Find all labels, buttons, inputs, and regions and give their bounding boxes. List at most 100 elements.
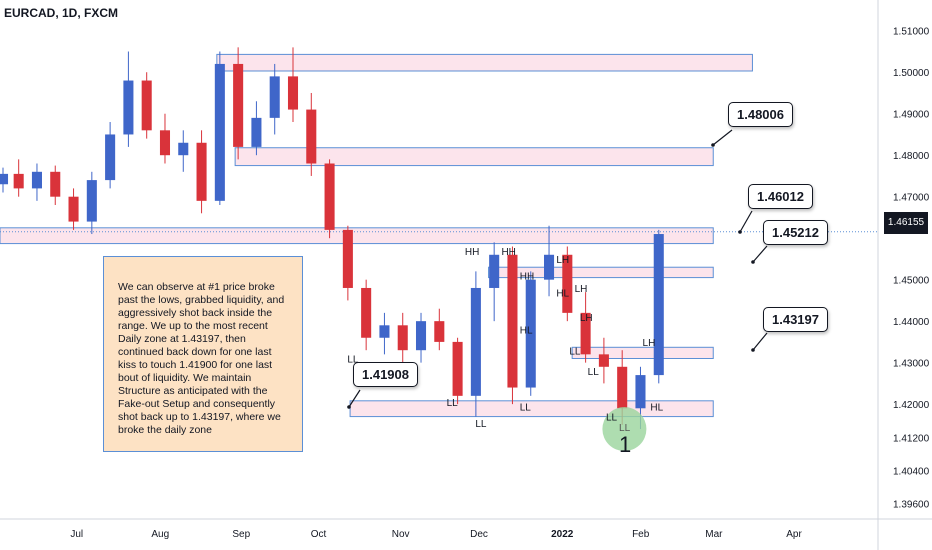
time-axis-label: Oct bbox=[311, 529, 327, 540]
candle-body[interactable] bbox=[68, 196, 79, 222]
callout-41908-pointer bbox=[348, 389, 361, 408]
candle-body[interactable] bbox=[489, 254, 500, 288]
candle-body[interactable] bbox=[141, 80, 152, 131]
price-axis-label: 1.43000 bbox=[893, 359, 930, 370]
candle-body[interactable] bbox=[617, 366, 628, 409]
candle-body[interactable] bbox=[0, 173, 9, 185]
candle-body[interactable] bbox=[397, 325, 408, 351]
swing-label: LH bbox=[575, 284, 588, 295]
callout-43197-pointer-dot bbox=[751, 348, 755, 352]
callout-48006-pointer-dot bbox=[711, 143, 715, 147]
swing-label: LL bbox=[588, 367, 600, 378]
candle-body[interactable] bbox=[269, 76, 280, 118]
candle-body[interactable] bbox=[653, 234, 664, 376]
zone-3[interactable] bbox=[488, 266, 714, 279]
callout-46012[interactable]: 1.46012 bbox=[748, 184, 813, 209]
candle-body[interactable] bbox=[470, 287, 481, 396]
swing-label: LH bbox=[643, 338, 656, 349]
callout-41908-pointer-dot bbox=[347, 405, 351, 409]
candle-body[interactable] bbox=[233, 63, 244, 147]
current-price-tag: 1.46155 bbox=[884, 212, 928, 234]
time-axis-label: Sep bbox=[232, 529, 250, 540]
swing-label: 1 bbox=[619, 432, 631, 457]
callout-45212-pointer-dot bbox=[751, 260, 755, 264]
swing-label: LL bbox=[606, 413, 618, 424]
time-axis-label: Apr bbox=[786, 529, 802, 540]
callout-43197[interactable]: 1.43197 bbox=[763, 307, 828, 332]
swing-label: LL bbox=[475, 419, 487, 430]
time-axis-label: Jul bbox=[70, 529, 83, 540]
candle-body[interactable] bbox=[544, 254, 555, 280]
candle-body[interactable] bbox=[31, 171, 42, 189]
candle-body[interactable] bbox=[50, 171, 61, 197]
callout-46012-pointer-dot bbox=[738, 230, 742, 234]
zone-1[interactable] bbox=[234, 147, 714, 167]
price-axis-label: 1.48000 bbox=[893, 151, 930, 162]
candle-body[interactable] bbox=[159, 130, 171, 156]
candle-body[interactable] bbox=[123, 80, 134, 135]
zone-4[interactable] bbox=[571, 346, 714, 359]
candle-body[interactable] bbox=[105, 134, 116, 181]
time-axis-label: Dec bbox=[470, 529, 488, 540]
candle-body[interactable] bbox=[525, 279, 536, 388]
time-axis-label: Aug bbox=[151, 529, 169, 540]
swing-label: HL bbox=[520, 326, 533, 337]
price-axis-label: 1.45000 bbox=[893, 276, 930, 287]
candle-body[interactable] bbox=[178, 142, 189, 156]
price-axis-label: 1.41200 bbox=[893, 433, 930, 444]
candle-body[interactable] bbox=[415, 321, 427, 351]
ticker-title: EURCAD, 1D, FXCM bbox=[4, 6, 119, 20]
zone-2[interactable] bbox=[0, 227, 714, 245]
callout-41908[interactable]: 1.41908 bbox=[353, 362, 418, 387]
candle-body[interactable] bbox=[379, 325, 390, 338]
zone-0[interactable] bbox=[216, 53, 753, 72]
swing-label: LL bbox=[447, 398, 459, 409]
candle-body[interactable] bbox=[635, 375, 646, 409]
candle-body[interactable] bbox=[13, 173, 24, 189]
analysis-note: We can observe at #1 price broke past th… bbox=[103, 256, 303, 452]
candle-body[interactable] bbox=[196, 142, 207, 201]
candle-body[interactable] bbox=[598, 354, 609, 367]
callout-48006[interactable]: 1.48006 bbox=[728, 102, 793, 127]
callout-46012-pointer bbox=[739, 210, 753, 233]
candle-body[interactable] bbox=[342, 229, 353, 288]
callout-43197-pointer bbox=[752, 332, 768, 351]
candle-body[interactable] bbox=[214, 63, 225, 201]
candle-body[interactable] bbox=[562, 254, 573, 313]
candle-body[interactable] bbox=[306, 109, 317, 164]
price-axis-label: 1.40400 bbox=[893, 467, 930, 478]
liquidity-circle bbox=[602, 407, 647, 452]
price-axis-label: 1.49000 bbox=[893, 110, 930, 121]
callout-45212[interactable]: 1.45212 bbox=[763, 220, 828, 245]
candle-body[interactable] bbox=[507, 254, 518, 388]
swing-label: LL bbox=[347, 355, 359, 366]
swing-label: HH bbox=[465, 247, 479, 258]
candle-body[interactable] bbox=[434, 321, 445, 342]
candle-body[interactable] bbox=[251, 117, 262, 147]
time-axis-label: Nov bbox=[392, 529, 410, 540]
callout-45212-pointer bbox=[752, 245, 768, 263]
price-axis-label: 1.47000 bbox=[893, 193, 930, 204]
time-axis-label: 2022 bbox=[551, 529, 574, 540]
candle-body[interactable] bbox=[452, 341, 463, 396]
swing-label: HL bbox=[556, 288, 569, 299]
price-axis-label: 1.42000 bbox=[893, 400, 930, 411]
price-axis-label: 1.39600 bbox=[893, 500, 930, 511]
time-axis-label: Feb bbox=[632, 529, 650, 540]
time-axis-label: Mar bbox=[705, 529, 723, 540]
swing-label: LL bbox=[520, 402, 532, 413]
swing-label: LH bbox=[580, 313, 593, 324]
price-axis-label: 1.51000 bbox=[893, 27, 930, 38]
callout-48006-pointer bbox=[712, 129, 733, 146]
swing-label: LL bbox=[569, 346, 581, 357]
price-axis-label: 1.44000 bbox=[893, 317, 930, 328]
swing-label: HH bbox=[501, 247, 515, 258]
candle-body[interactable] bbox=[86, 180, 97, 222]
swing-label: HH bbox=[520, 272, 534, 283]
candle-body[interactable] bbox=[580, 312, 591, 355]
candle-body[interactable] bbox=[324, 163, 335, 230]
candle-body[interactable] bbox=[361, 287, 372, 338]
candle-body[interactable] bbox=[287, 76, 299, 110]
swing-label: LH bbox=[556, 255, 569, 266]
